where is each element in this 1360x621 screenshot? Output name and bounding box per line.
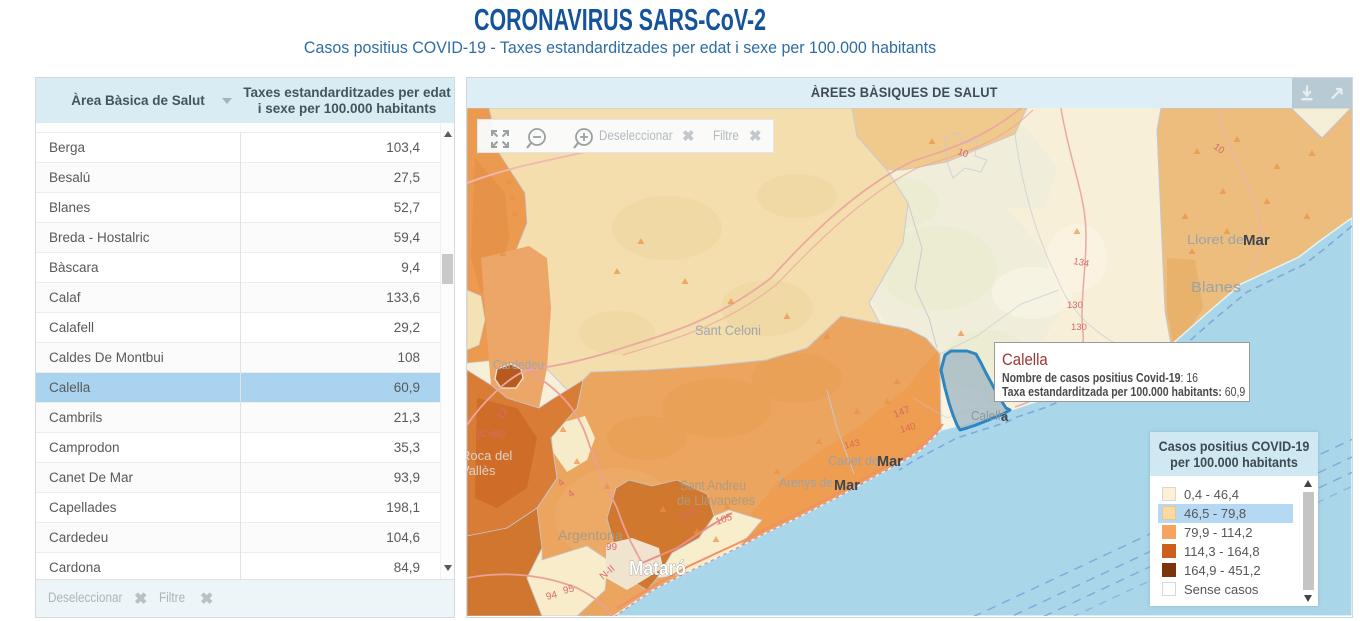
svg-text:de Llavaneres: de Llavaneres [677,493,755,508]
svg-text:95: 95 [562,583,576,597]
svg-text:Calella: Calella [971,409,1007,423]
svg-text:(C-60): (C-60) [477,429,505,440]
svg-text:10: 10 [1211,141,1226,156]
svg-text:130: 130 [1067,300,1083,311]
svg-text:143: 143 [843,437,861,452]
svg-text:Sant Andreu: Sant Andreu [680,478,746,493]
svg-text:140: 140 [899,421,917,436]
svg-text:Argentona: Argentona [558,527,623,543]
svg-text:a: a [1001,409,1009,424]
svg-text:Sant Celoni: Sant Celoni [695,322,761,338]
svg-text:Cardedeu: Cardedeu [493,357,544,372]
svg-text:Blanes: Blanes [1191,280,1241,296]
svg-text:130: 130 [1071,322,1087,333]
svg-text:Lloret de: Lloret de [1187,232,1244,247]
svg-text:Arenys de: Arenys de [779,475,833,490]
svg-text:134: 134 [1072,256,1090,270]
svg-text:Mar: Mar [877,454,903,470]
svg-text:Mar: Mar [834,478,860,494]
svg-text:Roca del: Roca del [467,448,512,463]
svg-text:4: 4 [566,488,578,500]
svg-text:Mataró: Mataró [629,558,686,580]
svg-text:99: 99 [606,542,618,553]
svg-text:Mar: Mar [1243,232,1270,249]
svg-text:94: 94 [545,589,559,603]
svg-text:10: 10 [956,146,970,160]
svg-text:4: 4 [556,477,568,489]
svg-text:Canet de: Canet de [828,453,879,468]
svg-text:Vallès: Vallès [467,463,496,478]
